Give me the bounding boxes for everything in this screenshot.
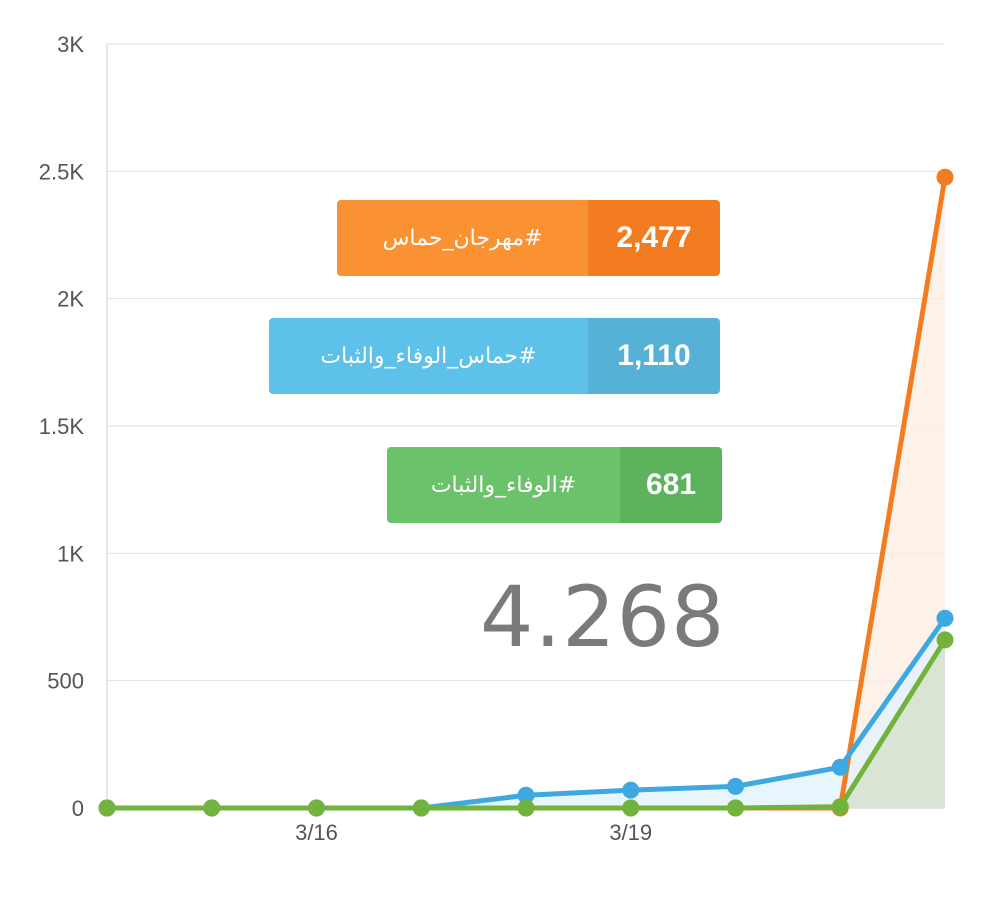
legend-label: #الوفاء_والثبات <box>387 447 620 523</box>
y-tick-label: 2K <box>57 287 84 312</box>
series-area <box>107 639 945 808</box>
data-point <box>831 758 849 776</box>
data-point <box>936 631 954 649</box>
y-tick-label: 2.5K <box>39 159 85 184</box>
y-tick-label: 1.5K <box>39 414 85 439</box>
series-points <box>98 168 954 817</box>
legend-item-mahrajan-hamas[interactable]: #مهرجان_حماس 2,477 <box>337 200 720 276</box>
y-tick-label: 500 <box>47 669 84 694</box>
data-point <box>412 799 430 817</box>
data-point <box>936 609 954 627</box>
y-tick-label: 3K <box>57 32 84 57</box>
y-tick-label: 0 <box>72 796 84 821</box>
data-point <box>936 168 954 186</box>
x-tick-label: 3/16 <box>295 820 338 845</box>
y-axis-tick-labels: 0 500 1K 1.5K 2K 2.5K 3K <box>39 32 85 821</box>
legend-label: #حماس_الوفاء_والثبات <box>269 318 588 394</box>
data-point <box>727 799 744 817</box>
legend-count: 2,477 <box>588 200 720 276</box>
legend-count: 681 <box>620 447 722 523</box>
data-point <box>622 781 640 799</box>
total-count: 4.268 <box>480 568 726 666</box>
series-areas <box>107 177 945 808</box>
data-point <box>831 798 849 816</box>
gridlines <box>106 43 945 809</box>
data-point <box>98 799 116 817</box>
y-tick-label: 1K <box>57 541 84 566</box>
legend-item-hamas-alwafa-walthabat[interactable]: #حماس_الوفاء_والثبات 1,110 <box>269 318 720 394</box>
x-axis-tick-labels: 3/16 3/19 <box>295 820 652 845</box>
legend-item-alwafa-walthabat[interactable]: #الوفاء_والثبات 681 <box>387 447 722 523</box>
x-tick-label: 3/19 <box>609 820 652 845</box>
data-point <box>308 799 325 817</box>
data-point <box>517 799 535 817</box>
data-point <box>517 786 535 804</box>
data-point <box>622 799 640 817</box>
legend-count: 1,110 <box>588 318 720 394</box>
legend-label: #مهرجان_حماس <box>337 200 588 276</box>
data-point <box>203 799 221 817</box>
data-point <box>727 777 744 795</box>
